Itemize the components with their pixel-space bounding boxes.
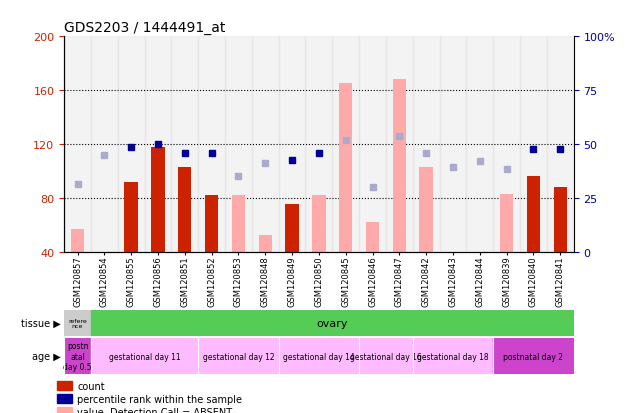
Bar bbox=[171, 37, 198, 252]
Bar bbox=[124, 182, 138, 252]
Bar bbox=[279, 339, 359, 374]
Bar bbox=[205, 196, 219, 252]
Bar bbox=[419, 167, 433, 252]
Text: gestational day 16: gestational day 16 bbox=[350, 352, 422, 361]
Bar bbox=[56, 394, 72, 404]
Bar bbox=[312, 196, 326, 252]
Bar bbox=[467, 37, 493, 252]
Text: refere
nce: refere nce bbox=[68, 318, 87, 329]
Text: tissue ▶: tissue ▶ bbox=[21, 318, 61, 328]
Bar bbox=[145, 37, 171, 252]
Bar bbox=[252, 37, 279, 252]
Bar bbox=[56, 381, 72, 390]
Bar bbox=[386, 37, 413, 252]
Bar bbox=[332, 37, 359, 252]
Bar bbox=[554, 188, 567, 252]
Bar bbox=[258, 236, 272, 252]
Bar bbox=[232, 196, 245, 252]
Bar bbox=[279, 37, 306, 252]
Bar bbox=[56, 407, 72, 413]
Text: postnatal day 2: postnatal day 2 bbox=[503, 352, 563, 361]
Text: count: count bbox=[78, 381, 105, 391]
Bar bbox=[64, 339, 91, 374]
Bar bbox=[118, 37, 145, 252]
Text: gestational day 12: gestational day 12 bbox=[203, 352, 274, 361]
Bar bbox=[359, 339, 413, 374]
Bar bbox=[198, 37, 225, 252]
Bar bbox=[440, 37, 467, 252]
Text: postn
atal
day 0.5: postn atal day 0.5 bbox=[63, 342, 92, 371]
Text: gestational day 18: gestational day 18 bbox=[417, 352, 489, 361]
Bar bbox=[493, 37, 520, 252]
Bar bbox=[359, 37, 386, 252]
Bar bbox=[64, 310, 91, 337]
Bar bbox=[225, 37, 252, 252]
Bar bbox=[413, 339, 493, 374]
Bar bbox=[306, 37, 332, 252]
Text: gestational day 11: gestational day 11 bbox=[109, 352, 180, 361]
Bar bbox=[151, 147, 165, 252]
Bar bbox=[198, 339, 279, 374]
Text: percentile rank within the sample: percentile rank within the sample bbox=[78, 394, 242, 404]
Text: age ▶: age ▶ bbox=[32, 351, 61, 361]
Bar bbox=[547, 37, 574, 252]
Bar bbox=[500, 194, 513, 252]
Text: gestational day 14: gestational day 14 bbox=[283, 352, 354, 361]
Bar bbox=[493, 339, 574, 374]
Bar bbox=[393, 80, 406, 252]
Bar bbox=[64, 37, 91, 252]
Bar bbox=[366, 222, 379, 252]
Bar bbox=[413, 37, 440, 252]
Bar bbox=[527, 177, 540, 252]
Text: GDS2203 / 1444491_at: GDS2203 / 1444491_at bbox=[64, 21, 226, 35]
Bar bbox=[339, 84, 353, 252]
Bar bbox=[520, 37, 547, 252]
Bar bbox=[178, 167, 192, 252]
Bar bbox=[91, 37, 118, 252]
Text: ovary: ovary bbox=[317, 318, 348, 328]
Bar bbox=[71, 229, 84, 252]
Text: value, Detection Call = ABSENT: value, Detection Call = ABSENT bbox=[78, 407, 233, 413]
Bar bbox=[91, 339, 198, 374]
Bar bbox=[285, 205, 299, 252]
